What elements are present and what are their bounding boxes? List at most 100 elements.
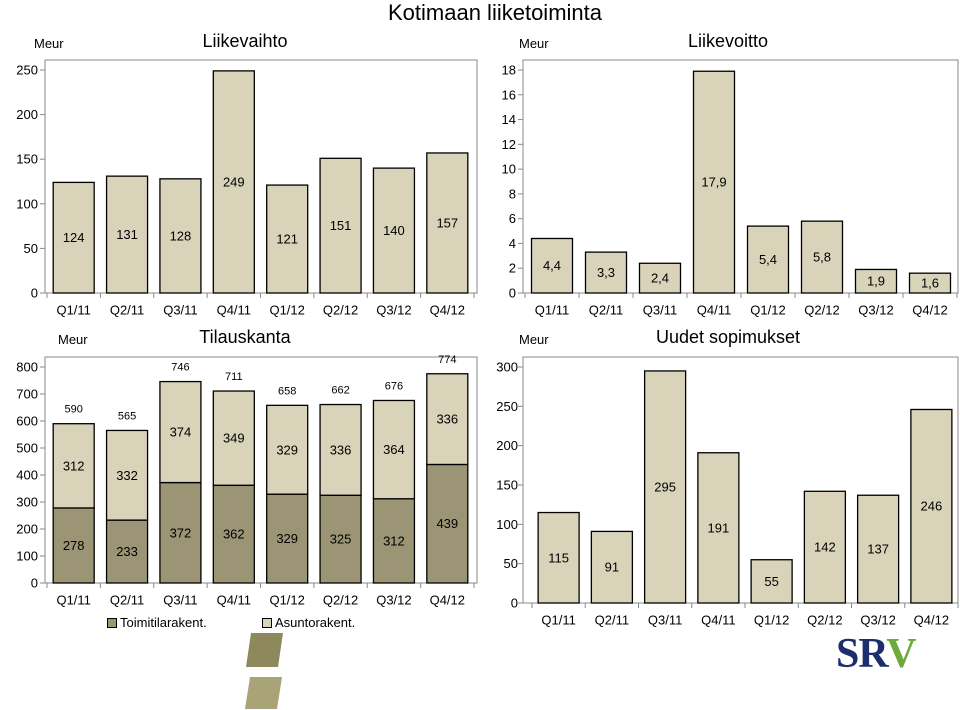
liikevoitto-x-tick-label: Q2/11: [589, 303, 623, 318]
uudet-sopimukset-x-tick-label: Q4/12: [914, 613, 949, 628]
uudet-sopimukset-y-tick-label: 150: [496, 478, 518, 493]
liikevoitto-bar-value-label: 5,8: [813, 250, 831, 265]
srv-logo-letters: SR: [836, 631, 887, 677]
liikevoitto-bar: [800, 220, 844, 294]
uudet-sopimukset-bar-value-label: 191: [708, 520, 730, 535]
liikevoitto-unit-label: Meur: [519, 36, 549, 51]
liikevaihto-y-tick-label: 0: [31, 286, 38, 301]
liikevoitto-y-tick-label: 18: [502, 63, 516, 78]
tilauskanta-bar-segment-toimitilarakent: [52, 507, 95, 584]
tilauskanta-x-tick-label: Q4/12: [430, 593, 465, 608]
uudet-sopimukset-bar-value-label: 142: [814, 540, 836, 555]
tilauskanta-y-tick-label: 100: [16, 549, 38, 564]
liikevoitto-bar: [908, 272, 952, 294]
tilauskanta-segment-value-label: 362: [223, 527, 245, 542]
tilauskanta-segment-value-label: 329: [276, 442, 298, 457]
uudet-sopimukset-x-tick-label: Q1/11: [541, 613, 575, 628]
tilauskanta-total-label: 662: [331, 384, 349, 396]
liikevaihto-bar: [372, 167, 416, 294]
liikevaihto-y-tick-label: 200: [16, 107, 38, 122]
tilauskanta-bar-segment-toimitilarakent: [426, 463, 469, 584]
uudet-sopimukset-bar-value-label: 295: [654, 479, 676, 494]
liikevoitto-bar: [692, 70, 736, 294]
tilauskanta-total-label: 711: [225, 371, 243, 383]
liikevoitto-chart: 0 2 4 6 8 10 12 14 16 18 Q1/11 4,4 Q2/11 3,3 Q3/11 2,4 Q…: [502, 59, 959, 318]
liikevaihto-x-tick-label: Q4/11: [217, 303, 251, 318]
tilauskanta-segment-value-label: 278: [63, 538, 85, 553]
liikevaihto-x-tick-label: Q4/12: [430, 303, 465, 318]
tilauskanta-segment-value-label: 372: [170, 525, 192, 540]
tilauskanta-bar-segment-asuntorakent: [159, 380, 202, 484]
liikevoitto-y-tick-label: 12: [502, 137, 516, 152]
legend-swatch-toimitilarakent: [107, 617, 117, 628]
uudet-sopimukset-plot-frame: [522, 356, 959, 604]
tilauskanta-x-tick-label: Q3/12: [376, 593, 411, 608]
liikevaihto-chart-title: Liikevaihto: [202, 31, 288, 51]
tilauskanta-segment-value-label: 312: [383, 533, 405, 548]
liikevoitto-bar-value-label: 5,4: [759, 252, 777, 267]
uudet-sopimukset-y-tick-label: 50: [504, 556, 518, 571]
liikevaihto-bar-value-label: 124: [63, 230, 85, 245]
liikevoitto-x-tick-label: Q1/11: [535, 303, 569, 318]
tilauskanta-bar-segment-toimitilarakent: [319, 494, 362, 584]
liikevaihto-y-tick-label: 250: [16, 63, 38, 78]
tilauskanta-segment-value-label: 332: [116, 468, 138, 483]
decor-block-upper: [246, 633, 283, 667]
tilauskanta-x-tick-label: Q1/11: [56, 593, 90, 608]
tilauskanta-x-tick-label: Q2/12: [323, 593, 358, 608]
uudet-sopimukset-bar-value-label: 246: [921, 499, 943, 514]
tilauskanta-y-tick-label: 0: [31, 576, 38, 591]
liikevoitto-chart-title: Liikevoitto: [687, 31, 769, 51]
tilauskanta-bar-segment-asuntorakent: [52, 423, 95, 509]
uudet-sopimukset-bar-value-label: 115: [548, 550, 569, 565]
liikevaihto-x-tick-label: Q1/12: [269, 303, 304, 318]
tilauskanta-segment-value-label: 233: [116, 544, 138, 559]
uudet-sopimukset-bar: [590, 530, 634, 604]
liikevoitto-x-tick-label: Q3/12: [858, 303, 893, 318]
tilauskanta-y-tick-label: 300: [16, 495, 38, 510]
legend-label-asuntorakent: Asuntorakent.: [275, 615, 356, 630]
uudet-sopimukset-bar: [803, 490, 847, 604]
uudet-sopimukset-bar: [856, 494, 900, 604]
liikevaihto-x-tick-label: Q2/11: [110, 303, 144, 318]
uudet-sopimukset-bar-value-label: 91: [605, 560, 619, 575]
uudet-sopimukset-x-tick-label: Q3/11: [648, 613, 682, 628]
liikevaihto-bar-value-label: 128: [170, 228, 192, 243]
tilauskanta-segment-value-label: 349: [223, 431, 245, 446]
tilauskanta-bar-segment-toimitilarakent: [159, 481, 202, 584]
legend-item-toimitilarakent: Toimitilarakent.: [107, 615, 207, 630]
uudet-sopimukset-chart-title: Uudet sopimukset: [655, 327, 801, 347]
tilauskanta-segment-value-label: 374: [170, 425, 192, 440]
tilauskanta-bar-segment-asuntorakent: [372, 399, 416, 500]
liikevoitto-x-tick-label: Q2/12: [804, 303, 839, 318]
tilauskanta-chart-title: Tilauskanta: [199, 327, 291, 347]
liikevoitto-bar: [638, 262, 682, 294]
uudet-sopimukset-y-tick-label: 200: [496, 438, 518, 453]
liikevoitto-y-tick-label: 8: [509, 186, 516, 201]
uudet-sopimukset-x-tick-label: Q3/12: [860, 613, 895, 628]
liikevaihto-bar: [105, 175, 149, 294]
liikevaihto-bar-value-label: 131: [116, 227, 138, 242]
liikevaihto-bar: [52, 181, 95, 294]
liikevaihto-y-tick-label: 100: [16, 196, 38, 211]
tilauskanta-bar-segment-toimitilarakent: [372, 498, 416, 584]
liikevaihto-bar: [319, 157, 362, 294]
uudet-sopimukset-x-tick-label: Q2/11: [595, 613, 629, 628]
tilauskanta-bar-segment-toimitilarakent: [212, 484, 255, 584]
liikevoitto-bar: [530, 237, 574, 294]
tilauskanta-total-label: 676: [385, 380, 403, 392]
uudet-sopimukset-bar: [697, 452, 740, 604]
page-title: Kotimaan liiketoiminta: [388, 0, 602, 25]
liikevoitto-x-tick-label: Q4/11: [697, 303, 731, 318]
liikevaihto-x-tick-label: Q2/12: [323, 303, 358, 318]
legend-label-toimitilarakent: Toimitilarakent.: [120, 615, 207, 630]
tilauskanta-x-tick-label: Q1/12: [269, 593, 304, 608]
liikevoitto-x-tick-label: Q3/11: [643, 303, 677, 318]
liikevoitto-bar: [854, 268, 898, 294]
liikevaihto-x-tick-label: Q1/11: [56, 303, 90, 318]
liikevaihto-x-tick-label: Q3/12: [376, 303, 411, 318]
tilauskanta-total-label: 658: [278, 385, 296, 397]
tilauskanta-y-tick-label: 600: [16, 414, 38, 429]
tilauskanta-y-tick-label: 700: [16, 387, 38, 402]
liikevaihto-bar-value-label: 157: [436, 215, 458, 230]
